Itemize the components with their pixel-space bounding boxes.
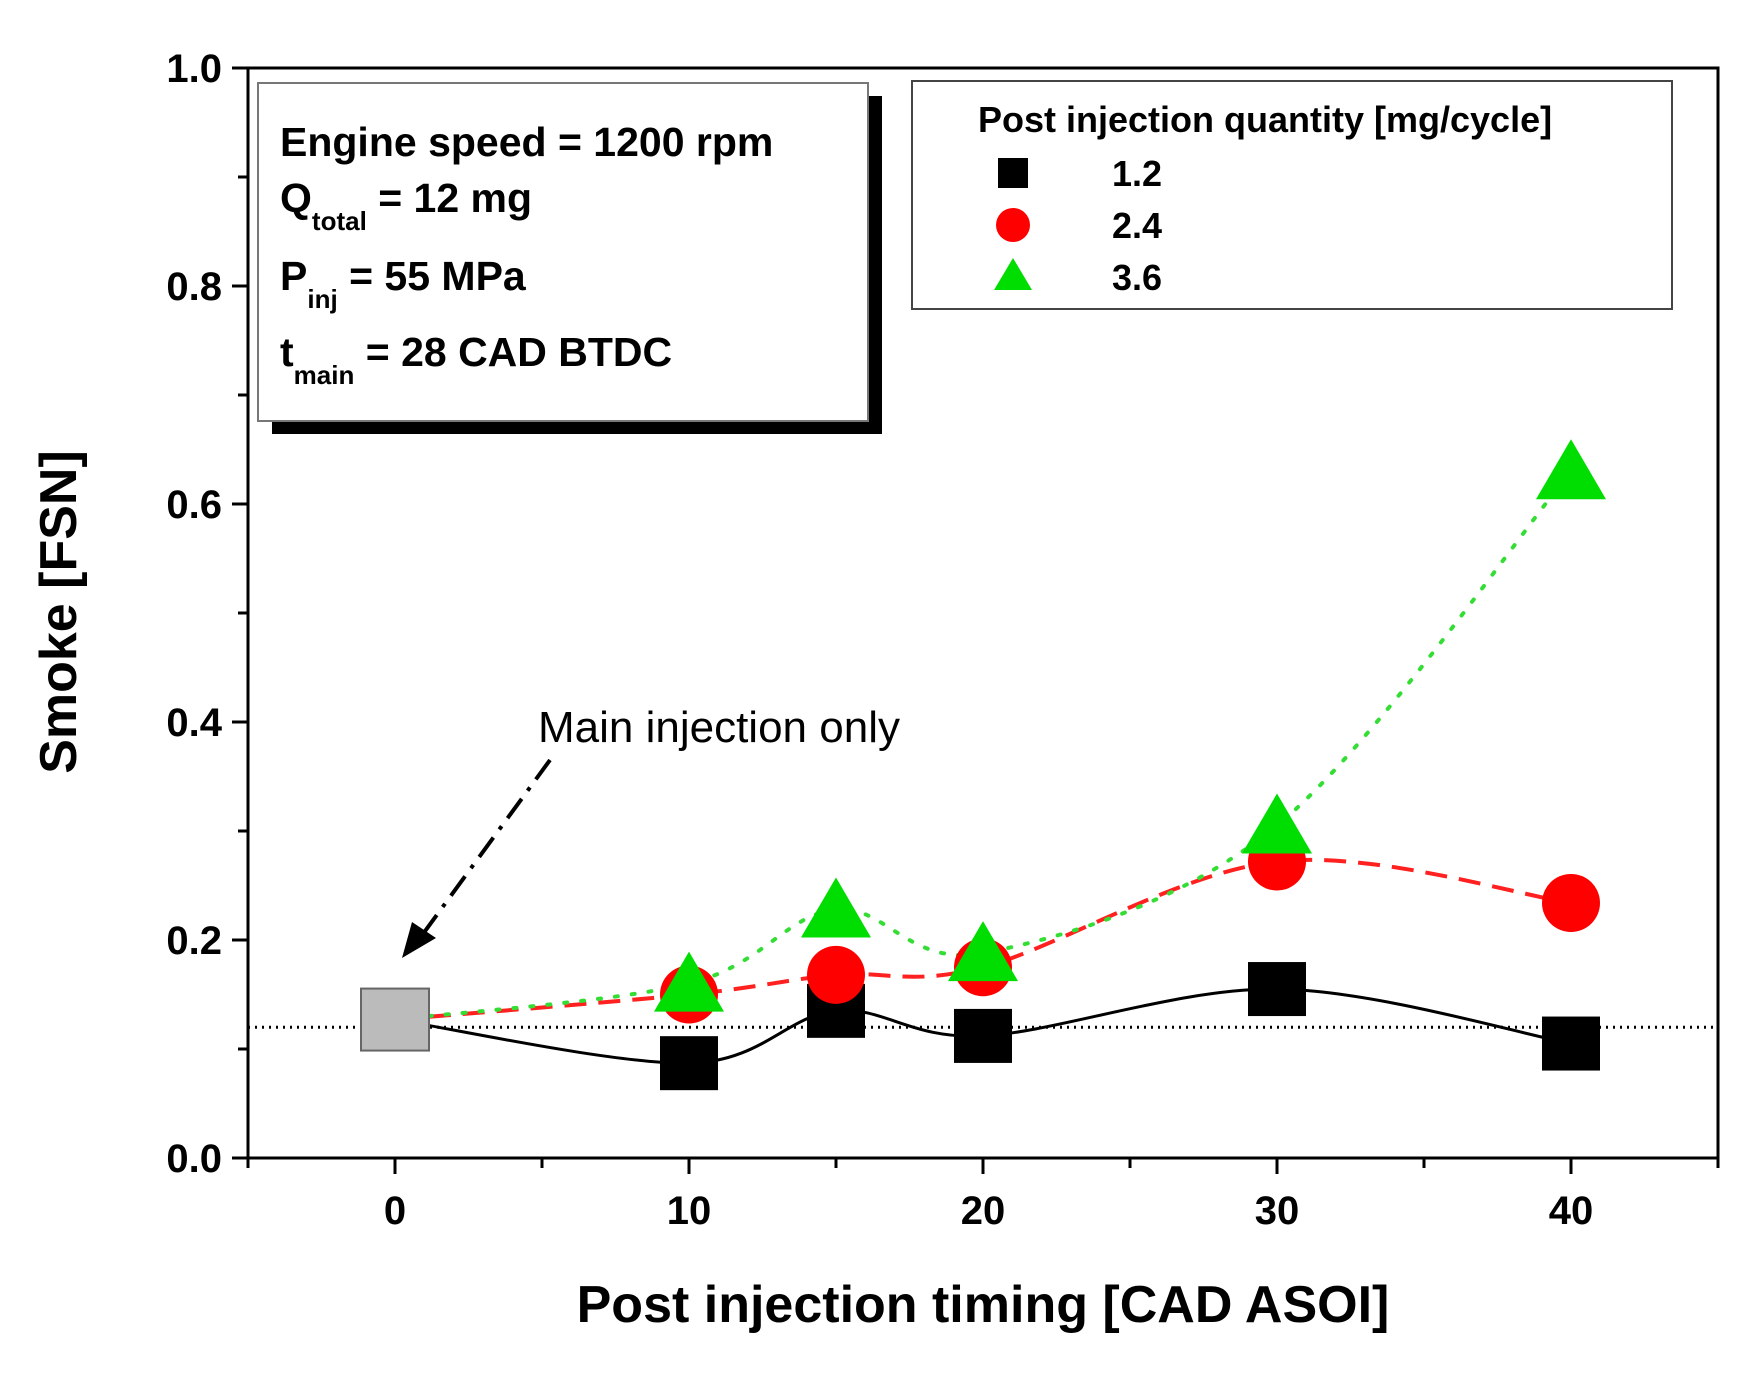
legend-label-3.6: 3.6 [1112,257,1162,298]
legend-title: Post injection quantity [mg/cycle] [978,99,1552,140]
x-tick-label: 30 [1255,1189,1300,1233]
point-series-3.6 [1536,439,1606,500]
x-axis: 0 10 20 30 40 [246,1158,1720,1233]
legend-marker-circle [996,208,1030,242]
x-axis-title: Post injection timing [CAD ASOI] [577,1276,1390,1334]
legend-marker-square [998,158,1028,188]
point-series-2.4 [1542,873,1600,932]
legend-label-1.2: 1.2 [1112,153,1162,194]
x-tick-label: 0 [384,1189,406,1233]
condition-engine-speed: Engine speed = 1200 rpm [280,119,773,165]
point-series-1.2 [660,1036,718,1091]
y-tick-label: 0.0 [166,1137,222,1181]
y-tick-label: 1.0 [166,47,222,91]
annotation-main-injection-only: Main injection only [538,703,900,752]
legend-label-2.4: 2.4 [1112,205,1162,246]
series-1.2-curve [394,987,1572,1065]
point-series-3.6 [948,921,1018,982]
annotation-arrow [402,758,552,958]
point-series-1.2 [1248,962,1306,1017]
y-axis: 0.0 0.2 0.4 0.6 0.8 1.0 [166,47,248,1181]
point-series-3.6 [654,951,724,1012]
series-3.6-curve [393,469,1573,1022]
legend: Post injection quantity [mg/cycle] 1.2 2… [911,80,1673,310]
x-tick-label: 40 [1549,1189,1594,1233]
point-series-3.6 [1242,793,1312,854]
x-tick-label: 20 [961,1189,1006,1233]
y-tick-label: 0.4 [166,701,222,745]
condition-p-inj: Pinj = 55 MPa [280,253,527,314]
y-tick-label: 0.6 [166,483,222,527]
legend-marker-triangle [994,258,1032,290]
point-series-3.6 [801,877,871,938]
condition-q-total: Qtotal = 12 mg [280,175,532,236]
point-series-1.2 [1542,1016,1600,1071]
data-markers [360,439,1606,1091]
x-tick-label: 10 [667,1189,712,1233]
point-series-2.4 [807,945,865,1004]
point-series-1.2 [954,1008,1012,1063]
condition-t-main: tmain = 28 CAD BTDC [280,329,672,390]
y-tick-label: 0.2 [166,919,222,963]
conditions-box: Engine speed = 1200 rpm Qtotal = 12 mg P… [257,82,882,434]
y-tick-label: 0.8 [166,265,222,309]
baseline-marker [360,987,430,1052]
y-axis-title: Smoke [FSN] [30,450,88,774]
